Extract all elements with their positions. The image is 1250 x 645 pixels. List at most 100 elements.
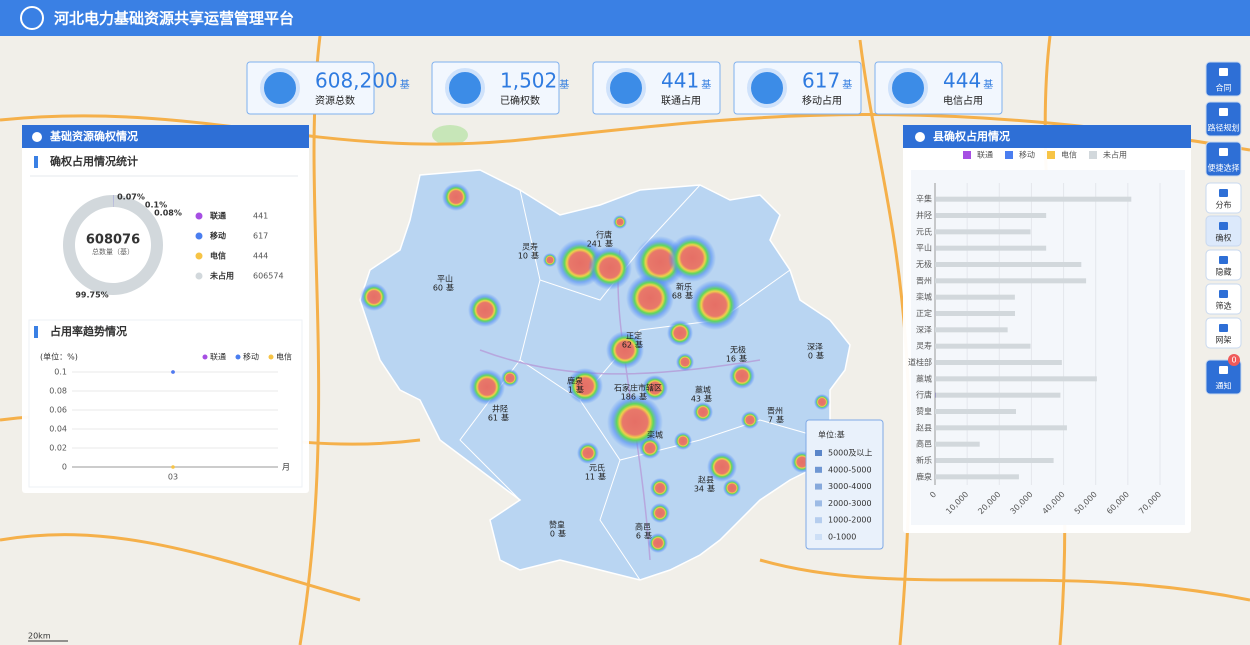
legend-swatch (815, 450, 822, 456)
county-name[interactable]: 平山 (437, 274, 453, 284)
bar-segment (935, 278, 1087, 284)
toolbar-button[interactable] (1205, 359, 1242, 395)
county-count: 68 (672, 292, 682, 301)
y-tick-label: 辛集 (916, 194, 932, 204)
county-count: 10 (518, 252, 528, 261)
county-name[interactable]: 赵县 (698, 475, 714, 485)
county-unit: 基 (685, 291, 693, 301)
legend-dot (195, 232, 203, 240)
header-bar (0, 0, 1250, 36)
county-name[interactable]: 石家庄市辖区 (614, 383, 662, 393)
county-name[interactable]: 深泽 (807, 343, 823, 352)
legend-swatch (1047, 151, 1055, 159)
notice-badge (1228, 354, 1240, 366)
toolbar-button[interactable] (1205, 215, 1242, 247)
toolbar-button[interactable] (1205, 61, 1242, 97)
bar-segment (936, 392, 1061, 398)
county-name[interactable]: 元氏 (589, 464, 605, 473)
legend-dot (202, 354, 208, 360)
legend-label: 联通 (210, 211, 226, 221)
stat-unit: 基 (842, 78, 852, 91)
toolbar-label[interactable]: 网架 (1216, 336, 1232, 345)
donut-label: 0.1% (145, 201, 167, 210)
county-name[interactable]: 行唐 (596, 230, 612, 240)
toolbar-icon (1219, 256, 1228, 264)
bar-segment (935, 441, 980, 447)
county-count: 186 (621, 393, 636, 402)
county-unit: 基 (739, 354, 747, 364)
county-name[interactable]: 赞皇 (549, 520, 565, 530)
toolbar-label[interactable]: 隐藏 (1216, 267, 1232, 277)
donut-label: 0.07% (117, 193, 145, 202)
stat-unit: 基 (983, 78, 993, 91)
county-unit: 基 (644, 531, 652, 541)
toolbar-button[interactable] (1205, 249, 1242, 281)
legend-label: 移动 (210, 231, 226, 241)
toolbar-label[interactable]: 确权 (1216, 233, 1232, 243)
toolbar-button[interactable] (1205, 317, 1242, 349)
bar-segment (935, 196, 1132, 202)
county-count: 0 (808, 352, 813, 361)
scale-label: 20km (28, 632, 51, 641)
toolbar-label[interactable]: 筛选 (1216, 301, 1232, 311)
legend-value: 606574 (253, 272, 284, 281)
county-name[interactable]: 无极 (730, 345, 746, 355)
toolbar-icon (1219, 68, 1228, 76)
toolbar-label[interactable]: 分布 (1216, 200, 1232, 210)
county-unit: 基 (605, 239, 613, 249)
county-name[interactable]: 晋州 (767, 407, 783, 416)
legend-label: 未占用 (209, 271, 234, 281)
toolbar-icon (1219, 366, 1228, 374)
county-name[interactable]: 井陉 (492, 404, 508, 414)
toolbar-button[interactable] (1205, 182, 1242, 214)
stat-unit: 基 (559, 78, 569, 91)
y-tick-label: 鹿泉 (916, 471, 932, 481)
toolbar-label[interactable]: 路径规划 (1208, 123, 1240, 133)
county-name[interactable]: 栾城 (647, 430, 663, 440)
map-legend-item: 1000-2000 (828, 516, 872, 525)
y-tick-label: 0.04 (49, 425, 67, 434)
county-name[interactable]: 鹿泉 (567, 376, 583, 386)
county-name[interactable]: 藁城 (695, 385, 711, 395)
county-name[interactable]: 灵寿 (522, 242, 538, 252)
county-name[interactable]: 正定 (626, 331, 642, 341)
x-tick-label: 0 (928, 490, 938, 500)
legend-swatch (963, 151, 971, 159)
county-name[interactable]: 新乐 (676, 282, 692, 292)
legend-swatch (815, 534, 822, 540)
y-tick-label: 0.06 (49, 406, 67, 415)
bar-segment (935, 474, 1019, 480)
toolbar-label[interactable]: 便捷选择 (1208, 163, 1240, 173)
y-tick-label: 赵县 (916, 422, 932, 432)
county-unit: 基 (635, 340, 643, 350)
toolbar-button[interactable] (1205, 141, 1242, 177)
stat-value: 1,502 (500, 69, 557, 93)
legend-label: 联通 (977, 150, 993, 160)
county-unit: 基 (501, 413, 509, 423)
county-name[interactable]: 高邑 (635, 522, 651, 532)
notice-badge-count: 0 (1231, 356, 1236, 365)
county-count: 16 (726, 355, 736, 364)
y-tick-label: 深泽 (916, 325, 932, 334)
y-tick-label: 平山 (916, 243, 932, 253)
toolbar-button[interactable] (1205, 101, 1242, 137)
legend-dot (195, 212, 203, 220)
county-unit: 基 (776, 415, 784, 425)
y-tick-label: 0.1 (54, 368, 67, 377)
heat-layer (360, 183, 830, 553)
y-tick-label: 井陉 (916, 210, 932, 220)
county-count: 11 (585, 473, 595, 482)
y-tick-label: 0.08 (49, 387, 67, 396)
legend-swatch (815, 466, 822, 473)
toolbar-label[interactable]: 通知 (1216, 381, 1232, 391)
y-tick-label: 正定 (916, 308, 932, 318)
county-count: 0 (550, 530, 555, 539)
legend-dot (268, 354, 274, 360)
toolbar-label[interactable]: 合同 (1216, 83, 1232, 93)
stat-label: 联通占用 (661, 94, 701, 107)
toolbar-button[interactable] (1205, 283, 1242, 315)
county-unit: 基 (639, 392, 647, 402)
y-tick-label: 无极 (916, 259, 932, 269)
header-title: 河北电力基础资源共享运营管理平台 (54, 10, 294, 28)
section-title: 占用率趋势情况 (50, 324, 127, 338)
